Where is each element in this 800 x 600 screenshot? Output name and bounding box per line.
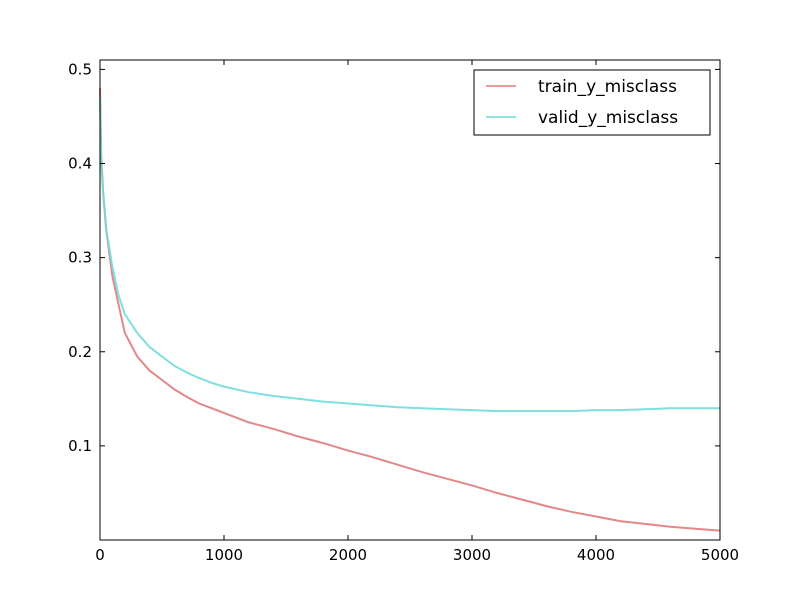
y-tick-label: 0.5 [68,60,92,78]
legend-box [473,69,711,136]
y-tick-label: 0.3 [68,249,92,267]
series-line-1 [99,97,720,413]
y-tick-label: 0.2 [68,343,92,361]
x-tick-label: 3000 [453,546,491,564]
y-tick-label: 0.4 [68,155,92,173]
x-tick-label: 1000 [205,546,243,564]
x-tick-label: 0 [95,546,105,564]
axes-frame [99,59,721,541]
ticks-layer: 0 1000 2000 3000 4000 5000 0.1 0.2 0.3 0.4 0.5 [68,60,739,564]
y-tick-label: 0.1 [68,437,92,455]
x-tick-label: 2000 [329,546,367,564]
legend-label-valid: valid_y_misclass [538,108,678,128]
legend: train_y_misclass valid_y_misclass [473,69,711,136]
legend-label-train: train_y_misclass [538,77,677,97]
x-tick-label: 5000 [701,546,739,564]
x-tick-label: 4000 [577,546,615,564]
series-layer [99,88,721,532]
series-line-0 [99,88,721,532]
